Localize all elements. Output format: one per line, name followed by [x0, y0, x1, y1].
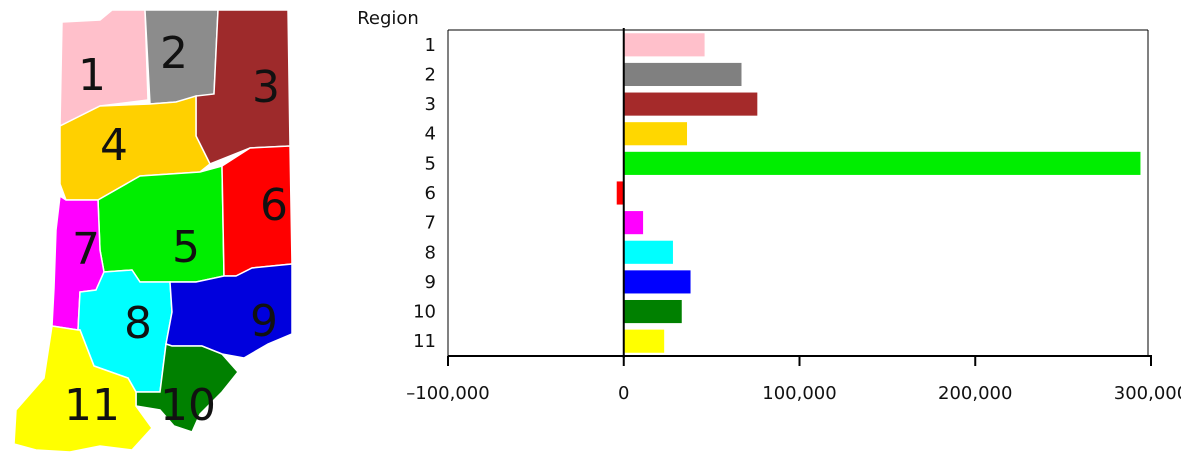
bar-chart: Region 1 2 3 4 5 6 7 8 9 10 11 –100,000 0 100,000 200…	[357, 8, 1181, 404]
map-label-5: 5	[172, 222, 200, 273]
region-map: 1 2 3 4 5 6 7 8 9 10 11	[13, 9, 293, 453]
bar-region-10	[623, 299, 682, 324]
x-tick-label-0: –100,000	[406, 383, 489, 404]
bar-region-7	[623, 211, 644, 235]
category-label-2: 2	[425, 64, 436, 85]
bar-region-5	[623, 151, 1141, 175]
bar-region-1	[623, 33, 705, 57]
map-label-3: 3	[252, 62, 280, 113]
bar-region-3	[623, 92, 758, 116]
category-label-8: 8	[425, 242, 436, 263]
map-label-2: 2	[160, 28, 188, 79]
bar-region-8	[623, 240, 673, 264]
map-label-4: 4	[100, 120, 128, 171]
map-label-8: 8	[124, 298, 152, 349]
map-label-10: 10	[160, 380, 216, 431]
bar-region-4	[623, 122, 688, 146]
x-tick-label-2: 100,000	[762, 383, 836, 404]
map-label-7: 7	[72, 224, 100, 275]
category-label-5: 5	[425, 153, 436, 174]
x-tick-label-4: 300,000	[1114, 383, 1181, 404]
bar-region-9	[623, 270, 691, 294]
region-11-area	[13, 325, 153, 453]
map-label-11: 11	[64, 380, 120, 431]
category-label-3: 3	[425, 94, 436, 115]
map-label-1: 1	[78, 50, 106, 101]
x-tick-label-3: 200,000	[938, 383, 1012, 404]
map-label-6: 6	[260, 180, 288, 231]
category-label-6: 6	[425, 183, 436, 204]
x-tick-label-1: 0	[618, 383, 629, 404]
bar-region-11	[623, 329, 665, 353]
category-label-4: 4	[425, 124, 436, 145]
category-label-9: 9	[425, 272, 436, 293]
category-label-7: 7	[425, 213, 436, 234]
map-label-9: 9	[250, 296, 278, 347]
y-axis-title: Region	[357, 8, 419, 29]
category-label-1: 1	[425, 35, 436, 56]
category-label-10: 10	[413, 302, 436, 323]
category-label-11: 11	[413, 331, 436, 352]
bar-region-2	[623, 62, 742, 87]
bar-region-6	[616, 181, 624, 205]
